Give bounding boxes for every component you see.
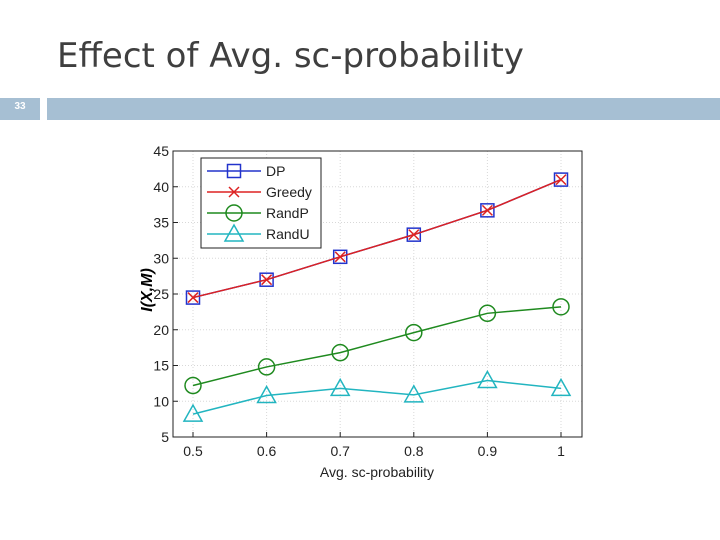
- data-point-randu: [477, 369, 498, 389]
- data-point-greedy: [555, 174, 567, 186]
- y-tick-label: 5: [161, 429, 169, 445]
- y-axis-label: I(X,M): [139, 268, 156, 312]
- legend-label-randu: RandU: [266, 226, 310, 242]
- y-tick-label: 45: [153, 143, 169, 159]
- legend-box: [200, 157, 322, 249]
- legend-marker-randp: [225, 204, 243, 222]
- y-tick-label: 40: [153, 179, 169, 195]
- header-bar: [47, 98, 720, 120]
- x-tick-label: 0.7: [330, 443, 350, 459]
- data-point-randu: [550, 377, 572, 397]
- x-tick-label: 0.5: [183, 443, 203, 459]
- legend-label-greedy: Greedy: [266, 184, 312, 200]
- y-ticks: 5 10 15 20 25 30 35 40 45: [153, 143, 178, 445]
- series-randu: [182, 369, 572, 422]
- data-point-randu: [182, 403, 204, 422]
- data-point-greedy: [187, 292, 199, 304]
- x-tick-label: 0.8: [404, 443, 424, 459]
- data-point-greedy: [261, 274, 273, 286]
- data-point-randp: [478, 304, 497, 323]
- data-point-randp: [405, 323, 423, 342]
- x-marker-stroke: [187, 292, 199, 304]
- data-point-dp: [332, 249, 348, 265]
- data-point-randp: [552, 298, 570, 316]
- data-point-randp: [331, 343, 349, 362]
- x-marker-stroke: [228, 186, 240, 198]
- slide-number-box: [0, 98, 40, 120]
- y-tick-label: 10: [153, 393, 169, 409]
- legend-label-dp: DP: [266, 163, 285, 179]
- x-marker-stroke: [334, 251, 346, 263]
- legend-marker-dp: [226, 163, 242, 179]
- data-point-dp: [185, 290, 201, 305]
- y-tick-label: 30: [153, 250, 169, 266]
- legend-marker-randu: [223, 223, 245, 242]
- series-line-randp: [192, 306, 562, 387]
- data-point-dp: [406, 227, 422, 242]
- data-point-randp: [184, 376, 202, 395]
- x-marker-stroke: [261, 274, 273, 286]
- data-point-randu: [256, 385, 277, 404]
- data-point-randp: [257, 358, 276, 376]
- data-point-greedy: [334, 251, 346, 263]
- y-tick-label: 20: [153, 322, 169, 338]
- slide-title: Effect of Avg. sc-probability: [57, 36, 524, 76]
- x-marker-stroke: [555, 174, 567, 186]
- x-tick-label: 0.9: [478, 443, 498, 459]
- series-line-randu: [192, 379, 562, 415]
- data-point-greedy: [408, 229, 420, 241]
- x-marker-stroke: [408, 229, 420, 241]
- y-tick-label: 35: [153, 215, 169, 231]
- y-tick-label: 15: [153, 358, 169, 374]
- legend: DP Greedy RandP RandU: [200, 157, 322, 249]
- x-ticks: 0.5 0.6 0.7 0.8 0.9 1: [183, 432, 565, 459]
- y-tick-label: 25: [153, 286, 169, 302]
- series-group: [182, 172, 572, 422]
- series-randp: [184, 298, 570, 395]
- x-marker-stroke: [481, 204, 493, 216]
- x-tick-label: 1: [557, 443, 565, 459]
- series-line-greedy: [192, 178, 562, 299]
- legend-marker-greedy: [228, 186, 240, 198]
- legend-label-randp: RandP: [266, 205, 309, 221]
- x-axis-label: Avg. sc-probability: [320, 464, 434, 480]
- data-point-dp: [553, 172, 569, 187]
- series-greedy: [187, 174, 567, 304]
- data-point-dp: [259, 272, 274, 287]
- data-point-dp: [480, 203, 495, 218]
- x-tick-label: 0.6: [257, 443, 277, 459]
- data-point-randu: [329, 377, 351, 397]
- slide-number: 33: [14, 101, 26, 112]
- data-point-greedy: [481, 204, 493, 216]
- data-point-randu: [403, 384, 425, 403]
